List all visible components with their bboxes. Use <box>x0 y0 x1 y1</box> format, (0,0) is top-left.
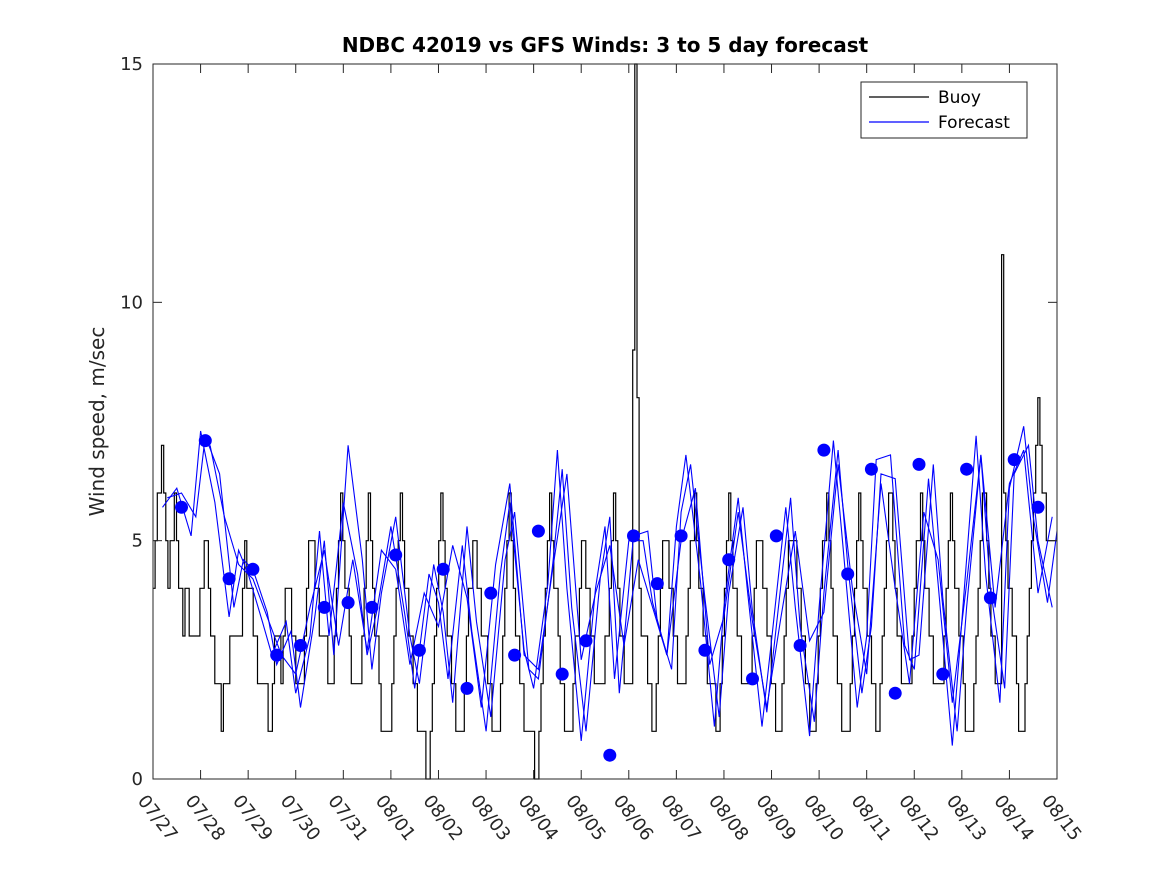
forecast-points-layer <box>175 434 1045 762</box>
legend: Buoy Forecast <box>860 81 1028 139</box>
y-axis: 0 5 10 15 <box>120 54 1057 790</box>
forecast-point <box>983 591 997 605</box>
forecast-point <box>1031 500 1045 514</box>
forecast-point <box>175 500 188 514</box>
plot-frame <box>152 63 1058 780</box>
forecast-point <box>270 648 284 662</box>
forecast-point <box>317 600 331 614</box>
forecast-point <box>746 672 759 686</box>
buoy-series-line <box>153 63 1057 780</box>
y-tick-label: 5 <box>132 531 143 552</box>
forecast-point <box>817 443 831 457</box>
legend-box <box>860 81 1028 139</box>
forecast-point <box>508 648 522 662</box>
forecast-point <box>674 529 688 543</box>
forecast-point <box>222 572 236 586</box>
y-tick-label: 0 <box>132 769 143 790</box>
forecast-point <box>864 462 878 476</box>
legend-forecast-label: Forecast <box>938 113 1010 133</box>
forecast-series-layer <box>162 426 1058 746</box>
forecast-point <box>341 596 355 610</box>
forecast-point <box>769 529 783 543</box>
y-tick-label: 10 <box>120 292 143 313</box>
forecast-point <box>436 562 450 576</box>
forecast-point <box>603 748 617 762</box>
forecast-point <box>1007 453 1021 467</box>
y-axis-label: Wind speed, m/sec <box>85 327 109 517</box>
forecast-point <box>650 577 664 591</box>
forecast-point <box>555 667 569 681</box>
forecast-point <box>365 600 379 614</box>
forecast-point <box>246 562 260 576</box>
forecast-point <box>484 586 498 600</box>
forecast-point <box>722 553 736 567</box>
forecast-point <box>698 643 712 657</box>
chart-title: NDBC 42019 vs GFS Winds: 3 to 5 day fore… <box>342 33 869 57</box>
legend-buoy-label: Buoy <box>938 88 981 108</box>
forecast-point <box>627 529 640 543</box>
forecast-point <box>960 462 974 476</box>
forecast-point <box>460 681 474 695</box>
forecast-point <box>936 667 950 681</box>
forecast-point <box>888 686 902 700</box>
forecast-point <box>793 639 807 652</box>
forecast-point <box>579 634 593 648</box>
y-tick-label: 15 <box>120 54 143 75</box>
forecast-point <box>841 567 855 581</box>
forecast-series-line-2 <box>209 445 1053 708</box>
forecast-point <box>412 643 426 657</box>
buoy-series-layer <box>153 63 1057 780</box>
forecast-point <box>294 639 307 652</box>
forecast-point <box>531 524 545 538</box>
forecast-series-line-1 <box>167 435 1053 732</box>
forecast-point <box>912 457 926 471</box>
forecast-point <box>198 434 212 448</box>
forecast-point <box>389 548 403 562</box>
